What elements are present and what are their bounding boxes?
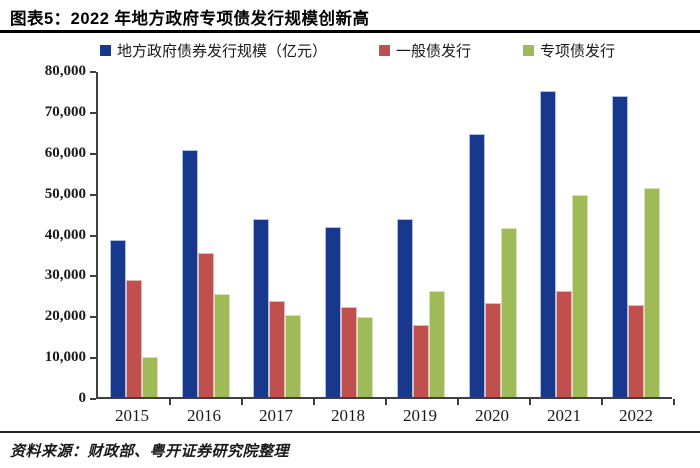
total-bar-2018 <box>325 227 342 397</box>
legend-label: 一般债发行 <box>396 43 472 60</box>
y-tick-label: 0 <box>78 390 87 406</box>
x-tick-label-2016: 2016 <box>187 406 221 425</box>
special-bar-2017 <box>285 315 302 397</box>
general-bar-2022 <box>628 305 645 397</box>
legend-item-1: 一般债发行 <box>379 40 471 61</box>
bar-group-2021 <box>529 72 601 397</box>
footer-divider <box>0 431 700 433</box>
general-bar-2020 <box>484 303 501 397</box>
y-tick-mark <box>90 398 96 400</box>
y-tick-mark <box>90 111 96 114</box>
special-bar-2022 <box>644 188 661 397</box>
legend-label: 专项债发行 <box>540 43 616 60</box>
total-bar-2019 <box>396 219 413 397</box>
x-tick-mark <box>241 399 243 405</box>
y-tick-label: 20,000 <box>44 308 86 325</box>
page-title: 图表5：2022 年地方政府专项债发行规模创新高 <box>10 10 370 28</box>
x-axis-labels: 2015 2016 2017 2018 2019 2020 2021 2022 <box>96 406 672 426</box>
x-tick-label-2021: 2021 <box>547 406 581 425</box>
x-tick-mark <box>457 399 459 405</box>
y-tick-label: 60,000 <box>44 144 86 161</box>
plot-area <box>90 71 675 405</box>
legend-swatch-icon <box>379 44 391 56</box>
y-tick-label: 70,000 <box>44 103 86 120</box>
x-tick-label-2022: 2022 <box>619 406 653 425</box>
bar-groups <box>98 72 672 397</box>
x-tick-label-2015: 2015 <box>115 406 149 425</box>
general-bar-2017 <box>269 301 286 397</box>
special-bar-2015 <box>141 357 158 397</box>
x-tick-label-2017: 2017 <box>259 406 293 425</box>
total-bar-2015 <box>109 240 126 397</box>
bar-group-2018 <box>313 72 385 397</box>
legend-label: 地方政府债券发行规模（亿元） <box>117 43 328 60</box>
x-tick-label-2018: 2018 <box>331 406 365 425</box>
legend-swatch-icon <box>100 44 111 56</box>
title-underline <box>0 30 700 33</box>
total-bar-2016 <box>181 150 198 397</box>
y-tick-label: 10,000 <box>44 349 86 366</box>
y-tick-mark <box>90 357 96 360</box>
special-bar-2021 <box>572 195 589 397</box>
x-tick-label-2019: 2019 <box>403 406 437 425</box>
general-bar-2021 <box>556 291 573 397</box>
bar-group-2019 <box>385 72 457 397</box>
bar-group-2016 <box>170 72 242 397</box>
legend-item-0: 地方政府债券发行规模（亿元） <box>100 40 327 61</box>
special-bar-2016 <box>213 294 230 397</box>
y-tick-mark <box>90 152 96 155</box>
total-bar-2021 <box>540 91 557 397</box>
y-tick-mark <box>90 275 96 278</box>
source-note: 资料来源：财政部、粤开证券研究院整理 <box>10 444 290 460</box>
y-axis-labels: 80,000 70,000 60,000 50,000 40,000 30,000 20,0… <box>0 0 88 468</box>
special-bar-2018 <box>357 317 374 397</box>
special-bar-2020 <box>500 228 517 397</box>
y-tick-mark <box>90 193 96 196</box>
y-tick-label: 30,000 <box>44 267 86 284</box>
general-bar-2018 <box>341 307 358 397</box>
x-tick-mark <box>529 399 531 405</box>
general-bar-2019 <box>412 325 429 397</box>
y-tick-label: 40,000 <box>44 226 86 243</box>
general-bar-2015 <box>125 280 142 397</box>
chart-legend: 地方政府债券发行规模（亿元） 一般债发行 专项债发行 <box>100 40 690 60</box>
x-tick-mark <box>169 399 171 405</box>
total-bar-2020 <box>468 134 485 397</box>
x-tick-mark <box>313 399 315 405</box>
x-tick-mark <box>673 399 675 405</box>
bar-group-2015 <box>98 72 170 397</box>
total-bar-2022 <box>612 96 629 397</box>
x-tick-mark <box>601 399 603 405</box>
y-tick-label: 50,000 <box>44 185 86 202</box>
y-tick-mark <box>90 234 96 237</box>
y-tick-label: 80,000 <box>44 63 86 79</box>
special-bar-2019 <box>428 291 445 397</box>
total-bar-2017 <box>253 219 270 397</box>
bar-group-2022 <box>600 72 672 397</box>
legend-swatch-icon <box>523 44 535 56</box>
legend-item-2: 专项债发行 <box>523 40 615 61</box>
bar-group-2017 <box>242 72 314 397</box>
x-tick-mark <box>385 399 387 405</box>
general-bar-2016 <box>197 253 214 397</box>
x-tick-label-2020: 2020 <box>475 406 509 425</box>
y-tick-mark <box>90 316 96 319</box>
y-tick-mark <box>90 71 96 73</box>
bar-group-2020 <box>457 72 529 397</box>
